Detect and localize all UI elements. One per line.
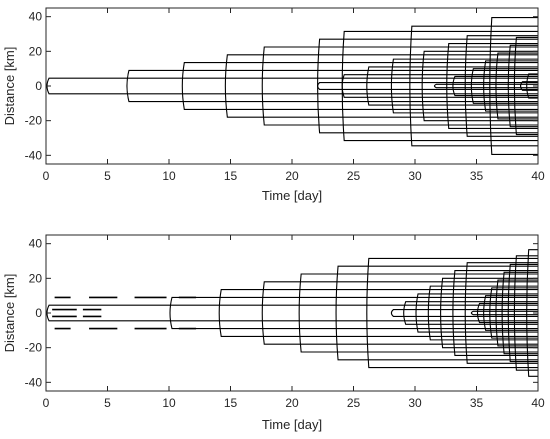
x-tick-label: 5 <box>104 169 111 183</box>
x-tick-label: 35 <box>470 169 484 183</box>
series-line <box>366 66 538 106</box>
series-line <box>526 249 538 377</box>
series-line <box>489 287 538 339</box>
y-tick-label: 20 <box>29 44 43 58</box>
series-line <box>427 285 538 341</box>
series-line <box>526 73 538 99</box>
series-line <box>403 301 538 325</box>
y-tick-label: -20 <box>25 114 43 128</box>
series-line <box>470 310 538 316</box>
y-tick-label: 40 <box>29 10 43 24</box>
x-tick-label: 20 <box>285 396 299 410</box>
x-tick-label: 30 <box>408 396 422 410</box>
series-line <box>341 30 538 142</box>
top-x-axis-label: Time [day] <box>262 188 322 203</box>
series-line <box>520 81 538 91</box>
series-line <box>261 281 538 345</box>
series-line <box>501 271 538 355</box>
x-tick-label: 40 <box>531 396 545 410</box>
bottom-panel-ticks: 0 5 10 15 20 25 30 35 40 40 20 0 -20 -40 <box>25 235 545 410</box>
x-tick-label: 15 <box>224 169 238 183</box>
series-line <box>452 269 538 357</box>
series-line <box>489 16 538 156</box>
series-line <box>483 295 538 331</box>
series-line <box>317 81 538 91</box>
series-line <box>224 54 538 118</box>
series-line <box>126 69 538 103</box>
bottom-y-axis-label: Distance [km] <box>2 274 17 353</box>
x-tick-label: 25 <box>347 396 361 410</box>
x-tick-label: 5 <box>104 396 111 410</box>
series-line <box>390 308 538 318</box>
y-tick-label: 0 <box>35 306 42 320</box>
y-tick-label: -20 <box>25 341 43 355</box>
series-line <box>483 60 538 112</box>
series-line <box>169 296 538 330</box>
series-line <box>46 304 538 322</box>
series-line <box>181 62 538 110</box>
series-line <box>464 35 538 137</box>
x-tick-label: 15 <box>224 396 238 410</box>
series-line <box>470 68 538 104</box>
series-line <box>495 52 538 120</box>
x-tick-label: 25 <box>347 169 361 183</box>
series-line <box>298 273 538 353</box>
series-line <box>440 277 538 349</box>
series-line <box>218 289 538 337</box>
series-line <box>261 46 538 126</box>
series-line <box>452 75 538 97</box>
top-panel: 0 5 10 15 20 25 30 35 40 40 20 0 -20 -40 Time [day] D… <box>2 7 545 203</box>
series-line <box>317 38 538 134</box>
x-tick-label: 10 <box>162 169 176 183</box>
top-panel-lines <box>46 16 538 156</box>
series-line <box>415 293 538 333</box>
bottom-x-axis-label: Time [day] <box>262 417 322 432</box>
x-tick-label: 10 <box>162 396 176 410</box>
y-tick-label: -40 <box>25 375 43 389</box>
series-line <box>46 77 538 95</box>
bottom-panel-lines <box>46 249 538 377</box>
top-panel-ticks: 0 5 10 15 20 25 30 35 40 40 20 0 -20 -40 <box>25 8 545 183</box>
y-tick-label: 20 <box>29 271 43 285</box>
x-tick-label: 40 <box>531 169 545 183</box>
x-tick-label: 20 <box>285 169 299 183</box>
x-tick-label: 0 <box>43 169 50 183</box>
y-tick-label: 0 <box>35 79 42 93</box>
x-tick-label: 35 <box>470 396 484 410</box>
series-line <box>421 50 538 122</box>
series-line <box>507 44 538 128</box>
y-tick-label: 40 <box>29 237 43 251</box>
series-line <box>513 255 538 371</box>
series-line <box>464 262 538 364</box>
x-tick-label: 30 <box>408 169 422 183</box>
series-line <box>476 302 538 324</box>
series-line <box>366 257 538 369</box>
series-line <box>446 42 538 130</box>
series-line <box>507 263 538 363</box>
top-y-axis-label: Distance [km] <box>2 47 17 126</box>
y-tick-label: -40 <box>25 148 43 162</box>
bottom-panel: 0 5 10 15 20 25 30 35 40 40 20 0 -20 -40 Time [day] D… <box>2 234 545 432</box>
series-line <box>495 279 538 347</box>
series-line <box>390 58 538 114</box>
series-line <box>335 265 538 361</box>
series-line <box>433 83 538 89</box>
x-tick-label: 0 <box>43 396 50 410</box>
series-line <box>513 36 538 136</box>
series-line <box>409 25 538 147</box>
